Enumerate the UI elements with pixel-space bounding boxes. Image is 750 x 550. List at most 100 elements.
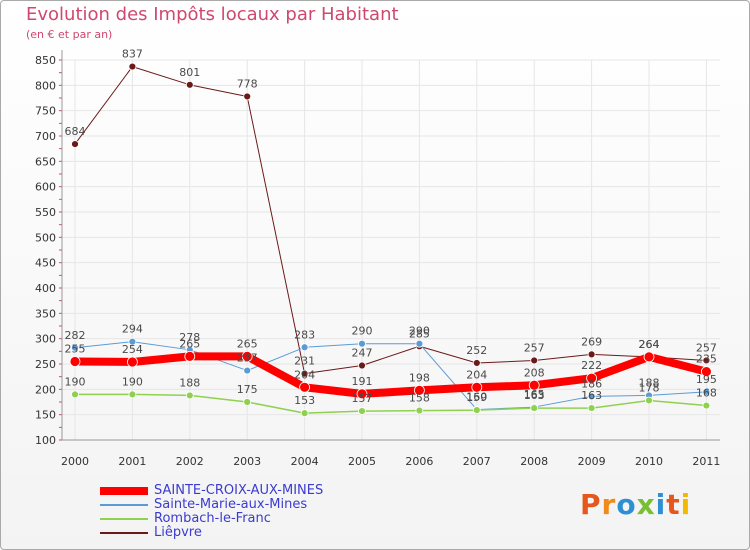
- data-point: [702, 401, 711, 410]
- proxiti-logo: Proxiti: [580, 488, 691, 521]
- x-tick-label: 2004: [291, 455, 319, 468]
- data-point: [128, 62, 137, 71]
- data-label: 282: [65, 329, 86, 342]
- data-point: [71, 390, 79, 399]
- data-label: 198: [409, 371, 430, 384]
- legend-item-sainte-marie: Sainte-Marie-aux-Mines: [100, 498, 420, 512]
- data-label: 290: [352, 325, 373, 338]
- data-point: [299, 381, 311, 393]
- series-line-0: [74, 66, 707, 375]
- legend-swatch-rombach: [100, 518, 148, 520]
- data-point: [241, 350, 253, 362]
- data-label: 264: [639, 338, 660, 351]
- logo-letter: x: [636, 488, 656, 521]
- x-tick-label: 2008: [520, 455, 548, 468]
- x-tick-label: 2003: [233, 455, 261, 468]
- data-label: 188: [639, 376, 660, 389]
- data-point: [243, 398, 252, 406]
- data-point: [587, 392, 596, 401]
- x-tick-label: 2002: [176, 455, 204, 468]
- data-label: 204: [466, 368, 487, 381]
- data-point: [71, 140, 79, 149]
- y-tick-label: 350: [35, 307, 56, 320]
- data-point: [358, 339, 366, 348]
- x-tick-label: 2011: [692, 455, 720, 468]
- series-lines: [69, 62, 712, 418]
- x-tick-label: 2010: [635, 455, 663, 468]
- data-label: 265: [179, 337, 200, 350]
- y-tick-label: 450: [35, 257, 56, 270]
- series-line-1: [74, 341, 707, 411]
- data-point: [587, 350, 596, 359]
- axes: 100 150 200 250 300 350 400 450 500 550 600 650 700 7…: [35, 50, 720, 468]
- legend-swatch-sainte-croix: [100, 487, 148, 495]
- data-label: 165: [524, 388, 545, 401]
- data-point: [184, 350, 196, 362]
- data-label: 158: [409, 392, 430, 405]
- data-point: [128, 390, 137, 399]
- data-label: 283: [294, 328, 315, 341]
- data-label: 235: [696, 353, 717, 366]
- data-point: [358, 407, 366, 416]
- grid: [62, 59, 720, 441]
- data-point: [530, 356, 539, 365]
- data-point: [701, 366, 712, 378]
- y-tick-label: 300: [35, 333, 56, 346]
- data-label: 257: [696, 341, 717, 354]
- y-tick-label: 600: [35, 181, 56, 194]
- data-point: [358, 361, 366, 370]
- y-tick-label: 200: [35, 383, 56, 396]
- y-tick-label: 500: [35, 231, 56, 244]
- data-point: [587, 404, 596, 412]
- series-line-3: [74, 352, 708, 398]
- x-tick-label: 2009: [578, 455, 606, 468]
- legend-item-sainte-croix: SAINTE-CROIX-AUX-MINES: [100, 484, 420, 498]
- data-point: [415, 339, 424, 348]
- data-point: [702, 356, 711, 365]
- data-label: 208: [524, 366, 545, 379]
- legend-label-liepvre: Liêpvre: [154, 525, 202, 540]
- data-label: 801: [179, 66, 200, 79]
- data-label: 778: [237, 77, 258, 90]
- data-label: 178: [639, 381, 660, 394]
- y-tick-label: 850: [35, 54, 56, 67]
- y-tick-label: 700: [35, 130, 56, 143]
- data-label: 222: [581, 359, 602, 372]
- data-point: [69, 356, 81, 367]
- data-label: 294: [122, 323, 143, 336]
- x-tick-label: 2000: [61, 455, 89, 468]
- data-point: [643, 351, 655, 363]
- data-label: 684: [65, 125, 86, 138]
- data-label: 160: [466, 391, 487, 404]
- series-line-2: [75, 393, 707, 414]
- data-point: [472, 359, 481, 367]
- logo-letter: i: [655, 488, 667, 521]
- data-label: 153: [294, 394, 315, 407]
- data-label: 278: [179, 331, 200, 344]
- x-tick-label: 2007: [463, 455, 491, 468]
- data-point: [528, 379, 540, 391]
- data-label: 285: [409, 327, 430, 340]
- data-point: [300, 409, 309, 418]
- logo-letter: P: [580, 488, 602, 521]
- y-tick-label: 800: [35, 79, 56, 92]
- data-point: [645, 396, 653, 405]
- data-label: 264: [639, 338, 660, 351]
- y-tick-label: 150: [35, 409, 56, 422]
- x-tick-label: 2001: [118, 455, 146, 468]
- data-point: [413, 384, 425, 396]
- data-point: [128, 337, 137, 346]
- y-tick-label: 550: [35, 206, 56, 219]
- y-tick-label: 650: [35, 155, 56, 168]
- legend-item-rombach: Rombach-le-Franc: [100, 512, 420, 526]
- data-point: [471, 381, 483, 393]
- data-label: 255: [65, 342, 86, 355]
- data-label: 290: [409, 325, 430, 338]
- data-point: [530, 404, 539, 412]
- y-tick-label: 250: [35, 358, 56, 371]
- data-label: 188: [179, 376, 200, 389]
- x-tick-label: 2005: [348, 455, 376, 468]
- legend-label-rombach: Rombach-le-Franc: [154, 511, 271, 526]
